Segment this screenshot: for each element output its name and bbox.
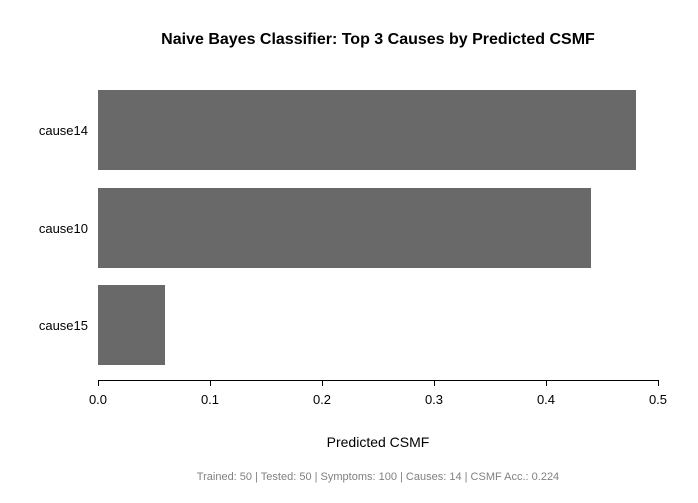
x-axis-tick (658, 380, 659, 386)
x-axis-tick-label: 0.2 (312, 392, 332, 407)
x-axis-tick (210, 380, 211, 386)
x-axis-tick-label: 0.0 (88, 392, 108, 407)
x-axis-label: Predicted CSMF (326, 434, 430, 450)
footer-note: Trained: 50 | Tested: 50 | Symptoms: 100… (196, 471, 560, 483)
bar-label: cause10 (38, 220, 88, 236)
chart-title: Naive Bayes Classifier: Top 3 Causes by … (161, 31, 595, 48)
bar-label: cause15 (38, 318, 88, 333)
x-axis-tick (98, 380, 99, 386)
x-axis-tick (322, 380, 323, 386)
x-axis-tick (434, 380, 435, 386)
x-axis-tick-label: 0.1 (200, 392, 220, 407)
bar (98, 285, 166, 365)
x-axis-tick-label: 0.5 (648, 392, 668, 407)
x-axis-tick-label: 0.4 (536, 392, 556, 407)
x-axis-line (98, 380, 659, 381)
x-axis-tick (546, 380, 547, 386)
bar (98, 187, 591, 268)
x-axis-tick-label: 0.3 (424, 392, 444, 407)
bar-label: cause14 (38, 123, 88, 138)
bar (98, 90, 636, 170)
